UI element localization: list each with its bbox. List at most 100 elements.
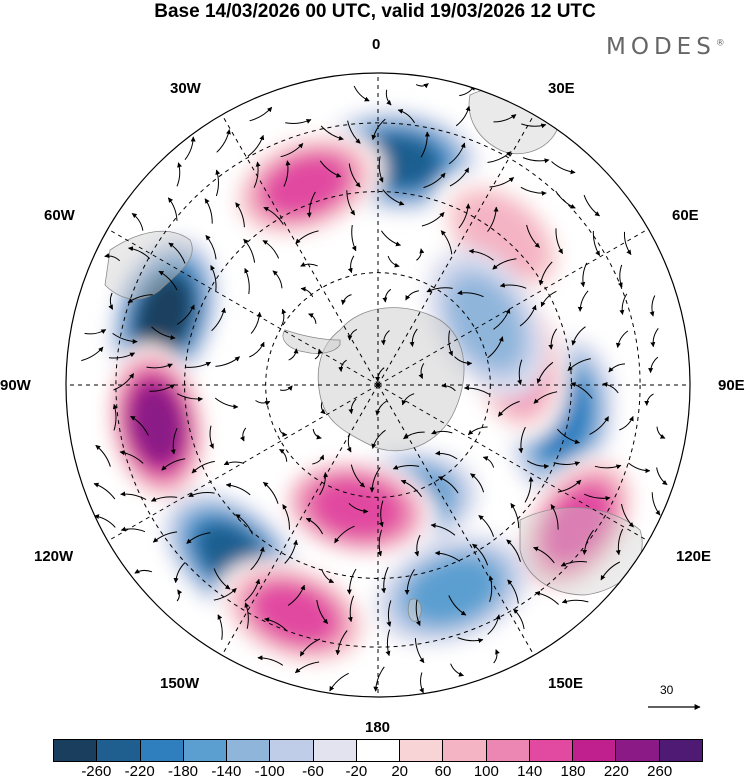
lon-label-90e: 90E [718,377,745,394]
wind-arrow [492,258,517,270]
wind-arrow [120,491,147,501]
colorbar-tick-label: 20 [391,763,408,780]
wind-arrow [249,341,265,358]
wind-arrow [570,382,593,399]
wind-arrow [348,163,361,188]
antarctica-shape [317,307,465,452]
anomaly-contour [543,485,612,564]
wind-arrow [184,136,196,161]
meridian-line [377,384,662,550]
wind-arrow [81,346,104,362]
wind-arrow [463,385,490,395]
colorbar-swatch [227,740,271,761]
wind-arrow [378,500,384,528]
anomaly-contour [448,276,524,369]
wind-arrow [305,518,324,535]
wind-arrow [571,326,586,346]
wind-arrow [244,578,261,602]
wind-arrow [347,120,361,144]
wind-arrow [288,348,299,361]
wind-arrow [262,240,280,259]
wind-arrow [167,197,178,221]
colorbar-swatch [140,740,184,761]
new-zealand-shape [407,598,422,622]
wind-arrow [418,363,425,379]
wind-arrow [561,598,589,604]
wind-arrow [308,313,317,324]
wind-arrow [487,151,512,163]
wind-arrow [176,304,195,325]
colorbar-swatch [54,740,98,761]
wind-arrow [457,290,484,298]
wind-arrow [369,467,381,493]
wind-arrow [423,172,446,189]
wind-arrow [583,194,601,217]
wind-arrow [608,363,626,373]
wind-arrow [615,528,624,556]
wind-arrow [215,169,221,197]
wind-arrow [312,454,325,465]
wind-arrow [152,531,178,543]
wind-arrow [540,290,557,308]
wind-arrow [649,295,656,317]
wind-arrow [482,456,495,468]
wind-arrow [380,330,390,346]
wind-arrow [264,617,288,632]
wind-arrow [161,458,186,471]
wind-arrow [94,514,116,528]
colorbar-swatch [270,740,314,761]
colorbar-ticks: -260 -220 -180 -140 -100 -60 -20 20 60 100 140 180 2… [0,763,750,783]
colorbar-swatch [616,740,660,761]
wind-arrow [589,416,609,435]
wind-arrow [127,294,153,304]
wind-arrow [215,356,240,367]
wind-arrow [320,125,344,141]
colorbar-tick-label: 220 [603,763,629,780]
colorbar-tick-label: -260 [81,763,112,780]
wind-arrow [253,161,261,188]
wind-arrow [401,393,415,406]
wind-arrow [440,230,453,255]
meridian-line [377,384,543,669]
wind-arrow [112,332,138,344]
anomaly-blob [215,557,374,671]
wind-arrow [213,568,231,590]
anomaly-blob [103,342,210,506]
wind-arrow [582,529,594,555]
colorbar-tick-label: -140 [211,763,242,780]
wind-arrow [518,426,526,454]
colorbar-swatch [400,740,444,761]
wind-arrow [487,614,501,635]
wind-arrow [348,398,357,415]
wind-arrow [168,242,186,264]
wind-arrow [415,83,429,89]
wind-arrow [329,672,349,692]
wind-arrow [600,561,621,581]
wind-arrow [468,248,494,261]
wind-arrow [243,238,256,263]
map-border [65,72,691,698]
wind-arrow [284,539,299,564]
wind-arrow [555,228,564,255]
lon-label-120e: 120E [676,548,712,565]
logo-registered-mark: ® [715,38,725,49]
colorbar-tick-label: 140 [517,763,543,780]
wind-arrow [526,460,550,469]
wind-arrow [623,231,632,256]
map-title: Base 14/03/2026 00 UTC, valid 19/03/2026… [154,1,596,22]
wind-arrow [489,177,515,188]
anomaly-contour [252,583,337,644]
wind-arrow [403,431,425,440]
wind-arrow [257,655,284,666]
wind-arrow [371,429,386,449]
wind-arrow [420,131,430,158]
wind-arrow [524,476,534,503]
wind-arrow [108,292,114,310]
lon-label-150e: 150E [548,675,584,692]
wind-arrow [335,630,348,656]
wind-arrow [521,123,547,129]
wind-arrow [316,599,329,624]
wind-arrow [173,562,186,584]
meridian-line [94,220,379,386]
